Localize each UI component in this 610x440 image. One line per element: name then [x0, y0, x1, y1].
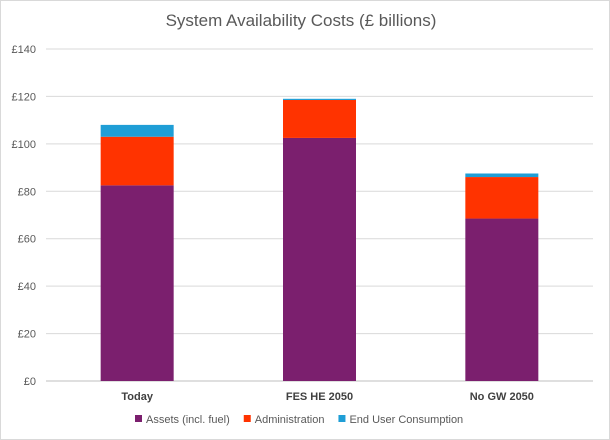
- bar-segment: [283, 99, 356, 138]
- legend-label: Administration: [255, 414, 325, 426]
- chart-title: System Availability Costs (£ billions): [166, 11, 437, 30]
- y-tick-label: £20: [18, 329, 36, 341]
- legend: Assets (incl. fuel) Administration End Use…: [135, 414, 463, 426]
- y-tick-label: £0: [24, 376, 36, 388]
- bar-segment: [465, 173, 539, 178]
- bar-segment: [465, 218, 539, 381]
- bar-segment: [283, 137, 356, 381]
- bars: [100, 98, 539, 381]
- x-tick-label: Today: [121, 391, 153, 403]
- y-tick-label: £140: [12, 44, 36, 56]
- y-tick-label: £100: [12, 139, 36, 151]
- legend-label: End User Consumption: [349, 414, 463, 426]
- legend-swatch: [338, 415, 346, 422]
- y-tick-label: £60: [18, 234, 36, 246]
- legend-label: Assets (incl. fuel): [146, 414, 230, 426]
- legend-swatch: [243, 415, 251, 422]
- bar-segment: [283, 98, 356, 100]
- x-axis-ticks: Today FES HE 2050 No GW 2050: [121, 391, 534, 403]
- legend-swatch: [135, 415, 142, 422]
- y-tick-label: £40: [18, 281, 36, 293]
- y-tick-label: £120: [12, 91, 36, 103]
- x-tick-label: No GW 2050: [470, 391, 534, 403]
- y-axis-ticks: £0 £20 £40 £60 £80 £100 £120 £140: [12, 44, 36, 388]
- bar-segment: [100, 185, 174, 381]
- x-tick-label: FES HE 2050: [286, 391, 353, 403]
- bar-segment: [465, 177, 539, 219]
- y-tick-label: £80: [18, 186, 36, 198]
- bar-segment: [100, 136, 174, 186]
- bar-segment: [100, 124, 174, 137]
